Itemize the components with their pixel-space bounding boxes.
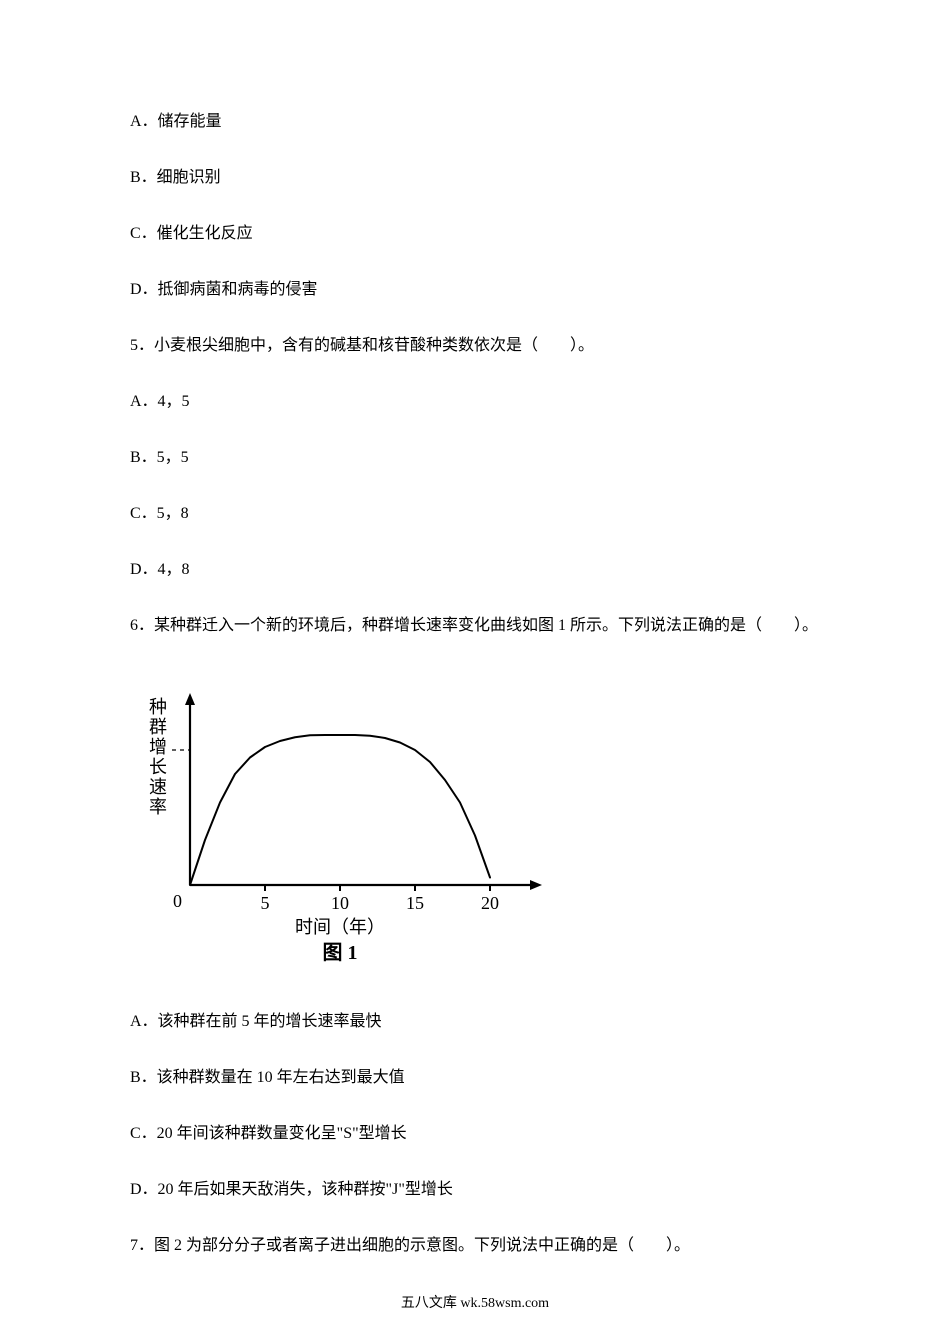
svg-text:时间（年）: 时间（年） [295,917,385,937]
option-5C[interactable]: C．5，8 [130,502,820,526]
svg-text:群: 群 [149,717,167,737]
question-7-stem: 7．图 2 为部分分子或者离子进出细胞的示意图。下列说法中正确的是（ ）。 [130,1234,820,1258]
option-4C[interactable]: C．催化生化反应 [130,222,820,246]
svg-text:20: 20 [481,893,499,913]
svg-text:速: 速 [149,777,167,797]
svg-text:种: 种 [149,697,167,717]
option-4A[interactable]: A．储存能量 [130,110,820,134]
figure-1-chart: 种群增长速率 0 5 10 15 20 时间（年） 图 1 [130,670,550,970]
svg-text:10: 10 [331,893,349,913]
option-5B[interactable]: B．5，5 [130,446,820,470]
option-5D[interactable]: D．4，8 [130,558,820,582]
question-5-stem: 5．小麦根尖细胞中，含有的碱基和核苷酸种类数依次是（ ）。 [130,334,820,358]
svg-text:5: 5 [261,893,270,913]
page-footer: 五八文库 wk.58wsm.com [0,1293,950,1314]
figure-1: 种群增长速率 0 5 10 15 20 时间（年） 图 1 [130,670,550,970]
svg-text:增: 增 [149,737,167,757]
option-5A[interactable]: A．4，5 [130,390,820,414]
option-6C[interactable]: C．20 年间该种群数量变化呈"S"型增长 [130,1122,820,1146]
svg-text:0: 0 [173,891,182,911]
option-6B[interactable]: B．该种群数量在 10 年左右达到最大值 [130,1066,820,1090]
svg-text:长: 长 [149,757,167,777]
question-6-stem: 6．某种群迁入一个新的环境后，种群增长速率变化曲线如图 1 所示。下列说法正确的… [130,614,820,638]
option-6D[interactable]: D．20 年后如果天敌消失，该种群按"J"型增长 [130,1178,820,1202]
option-6A[interactable]: A．该种群在前 5 年的增长速率最快 [130,1010,820,1034]
option-4D[interactable]: D．抵御病菌和病毒的侵害 [130,278,820,302]
svg-text:15: 15 [406,893,424,913]
svg-text:图 1: 图 1 [323,941,358,964]
svg-text:率: 率 [149,797,167,817]
option-4B[interactable]: B．细胞识别 [130,166,820,190]
